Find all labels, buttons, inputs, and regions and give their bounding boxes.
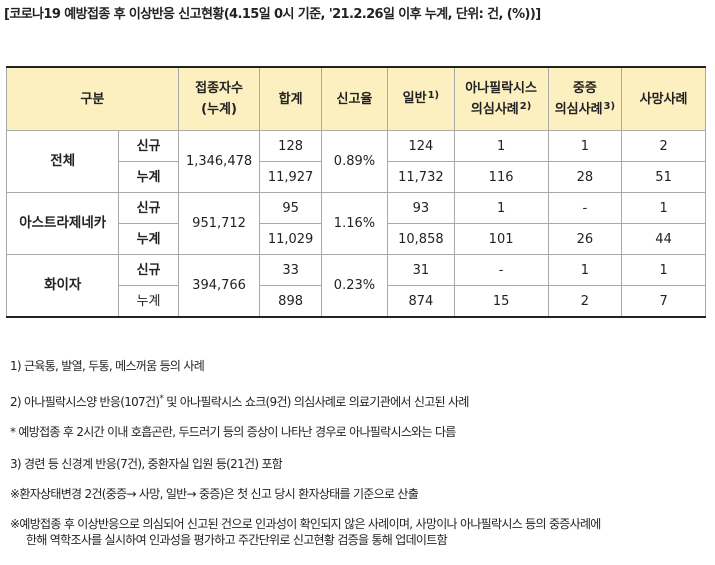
table-row: 전체 신규 1,346,478 128 0.89% 124 1 1 2	[5, 130, 706, 193]
footnote-3: 3) 경련 등 신경계 반응(7건), 중환자실 입원 등(21건) 포함	[10, 457, 283, 471]
cumulative-general: 874	[387, 285, 455, 318]
vaccinated-count: 394,766	[177, 254, 261, 318]
table-row: 누계 11,927 11,732 116 28 51	[7, 161, 706, 193]
new-total: 33	[259, 254, 322, 286]
header-anaphylaxis-mark: 2)	[519, 100, 532, 112]
header-severe: 중증 의심사례3)	[547, 66, 623, 131]
new-death: 1	[621, 254, 706, 286]
row-label-new: 신규	[118, 254, 179, 286]
header-category: 구분	[6, 66, 179, 131]
table-row: 아스트라제네카 신규 951,712 95 1.16% 93 1 - 1	[5, 192, 706, 255]
cumulative-death: 44	[621, 223, 706, 255]
new-death: 2	[621, 130, 706, 162]
note-disclaimer-line1: ※예방접종 후 이상반응으로 의심되어 신고된 건으로 인과성이 확인되지 않은…	[10, 517, 601, 531]
header-severe-line2-wrap: 의심사례3)	[549, 100, 622, 118]
note-disclaimer-line2: 한해 역학조사를 실시하여 인과성을 평가하고 주간단위로 신고현황 검증을 통…	[26, 533, 448, 547]
header-vaccinated: 접종자수 (누계)	[177, 66, 261, 131]
table-row: 누계 11,029 10,858 101 26 44	[7, 223, 706, 255]
header-general-mark: 1)	[427, 90, 440, 101]
cumulative-anaphylaxis: 101	[453, 223, 549, 255]
cumulative-total: 11,927	[259, 161, 322, 193]
header-report-rate: 신고율	[320, 66, 389, 131]
new-general: 124	[387, 130, 455, 162]
footnote-2-star: *	[159, 394, 164, 404]
footnote-2: 2) 아나필락시스양 반응(107건)* 및 아나필락시스 쇼크(9건) 의심사…	[10, 394, 469, 412]
header-anaphylaxis-line2-wrap: 의심사례2)	[455, 100, 548, 118]
new-death: 1	[621, 192, 706, 224]
header-general-label: 일반	[402, 91, 427, 106]
cumulative-general: 10,858	[387, 223, 455, 255]
new-total: 128	[259, 130, 322, 162]
header-vaccinated-line1: 접종자수	[195, 81, 243, 96]
footnote-1: 1) 근육통, 발열, 두통, 메스꺼움 등의 사례	[10, 359, 205, 373]
cumulative-general: 11,732	[387, 161, 455, 193]
cumulative-total: 11,029	[259, 223, 322, 255]
cumulative-severe: 2	[547, 285, 623, 318]
report-rate: 0.89%	[320, 130, 389, 193]
header-row: 구분 접종자수 (누계) 합계 신고율 일반1) 아나필락시스 의심사례2) 중…	[6, 66, 706, 131]
row-label-new: 신규	[118, 192, 179, 224]
cumulative-severe: 28	[547, 161, 623, 193]
header-anaphylaxis-line1: 아나필락시스	[465, 80, 537, 96]
header-severe-line1: 중증	[572, 80, 597, 96]
header-vaccinated-line2: (누계)	[201, 102, 237, 117]
row-label-cumulative: 누계	[118, 285, 179, 318]
row-label-new: 신규	[118, 130, 179, 162]
table-row: 누계 898 874 15 2 7	[7, 285, 706, 318]
cumulative-death: 7	[621, 285, 706, 318]
table-row: 화이자 신규 394,766 33 0.23% 31 - 1 1	[5, 254, 706, 318]
new-anaphylaxis: 1	[453, 130, 549, 162]
new-severe: 1	[547, 254, 623, 286]
footnote-2-part-b: 및 아나필락시스 쇼크(9건) 의심사례로 의료기관에서 신고된 사례	[163, 395, 469, 409]
row-label-cumulative: 누계	[118, 223, 179, 255]
row-label-cumulative: 누계	[118, 161, 179, 193]
cumulative-total: 898	[259, 285, 322, 318]
report-rate: 0.23%	[320, 254, 389, 318]
header-anaphylaxis-line2: 의심사례	[470, 101, 519, 117]
group-name: 아스트라제네카	[5, 192, 120, 255]
cumulative-anaphylaxis: 116	[453, 161, 549, 193]
new-severe: 1	[547, 130, 623, 162]
vaccinated-count: 1,346,478	[177, 130, 261, 193]
new-general: 31	[387, 254, 455, 286]
vaccinated-count: 951,712	[177, 192, 261, 255]
new-total: 95	[259, 192, 322, 224]
group-name: 전체	[5, 130, 120, 193]
header-death: 사망사례	[621, 66, 706, 131]
note-status-change: ※환자상태변경 2건(중증→ 사망, 일반→ 중증)은 첫 신고 당시 환자상태…	[10, 487, 419, 501]
header-severe-mark: 3)	[603, 100, 616, 112]
header-anaphylaxis: 아나필락시스 의심사례2)	[453, 66, 549, 131]
new-general: 93	[387, 192, 455, 224]
page-title: [코로나19 예방접종 후 이상반응 신고현황(4.15일 0시 기준, '21…	[4, 7, 541, 22]
new-anaphylaxis: 1	[453, 192, 549, 224]
adverse-event-report-table: 구분 접종자수 (누계) 합계 신고율 일반1) 아나필락시스 의심사례2) 중…	[5, 66, 706, 318]
header-total: 합계	[259, 66, 322, 131]
new-severe: -	[547, 192, 623, 224]
footnote-2-part-a: 2) 아나필락시스양 반응(107건)	[10, 395, 160, 409]
cumulative-severe: 26	[547, 223, 623, 255]
footnote-star: * 예방접종 후 2시간 이내 호흡곤란, 두드러기 등의 증상이 나타난 경우…	[10, 425, 456, 439]
cumulative-death: 51	[621, 161, 706, 193]
new-anaphylaxis: -	[453, 254, 549, 286]
group-name: 화이자	[5, 254, 120, 318]
header-severe-line2: 의심사례	[554, 101, 603, 117]
cumulative-anaphylaxis: 15	[453, 285, 549, 318]
header-general: 일반1)	[387, 66, 455, 131]
report-rate: 1.16%	[320, 192, 389, 255]
